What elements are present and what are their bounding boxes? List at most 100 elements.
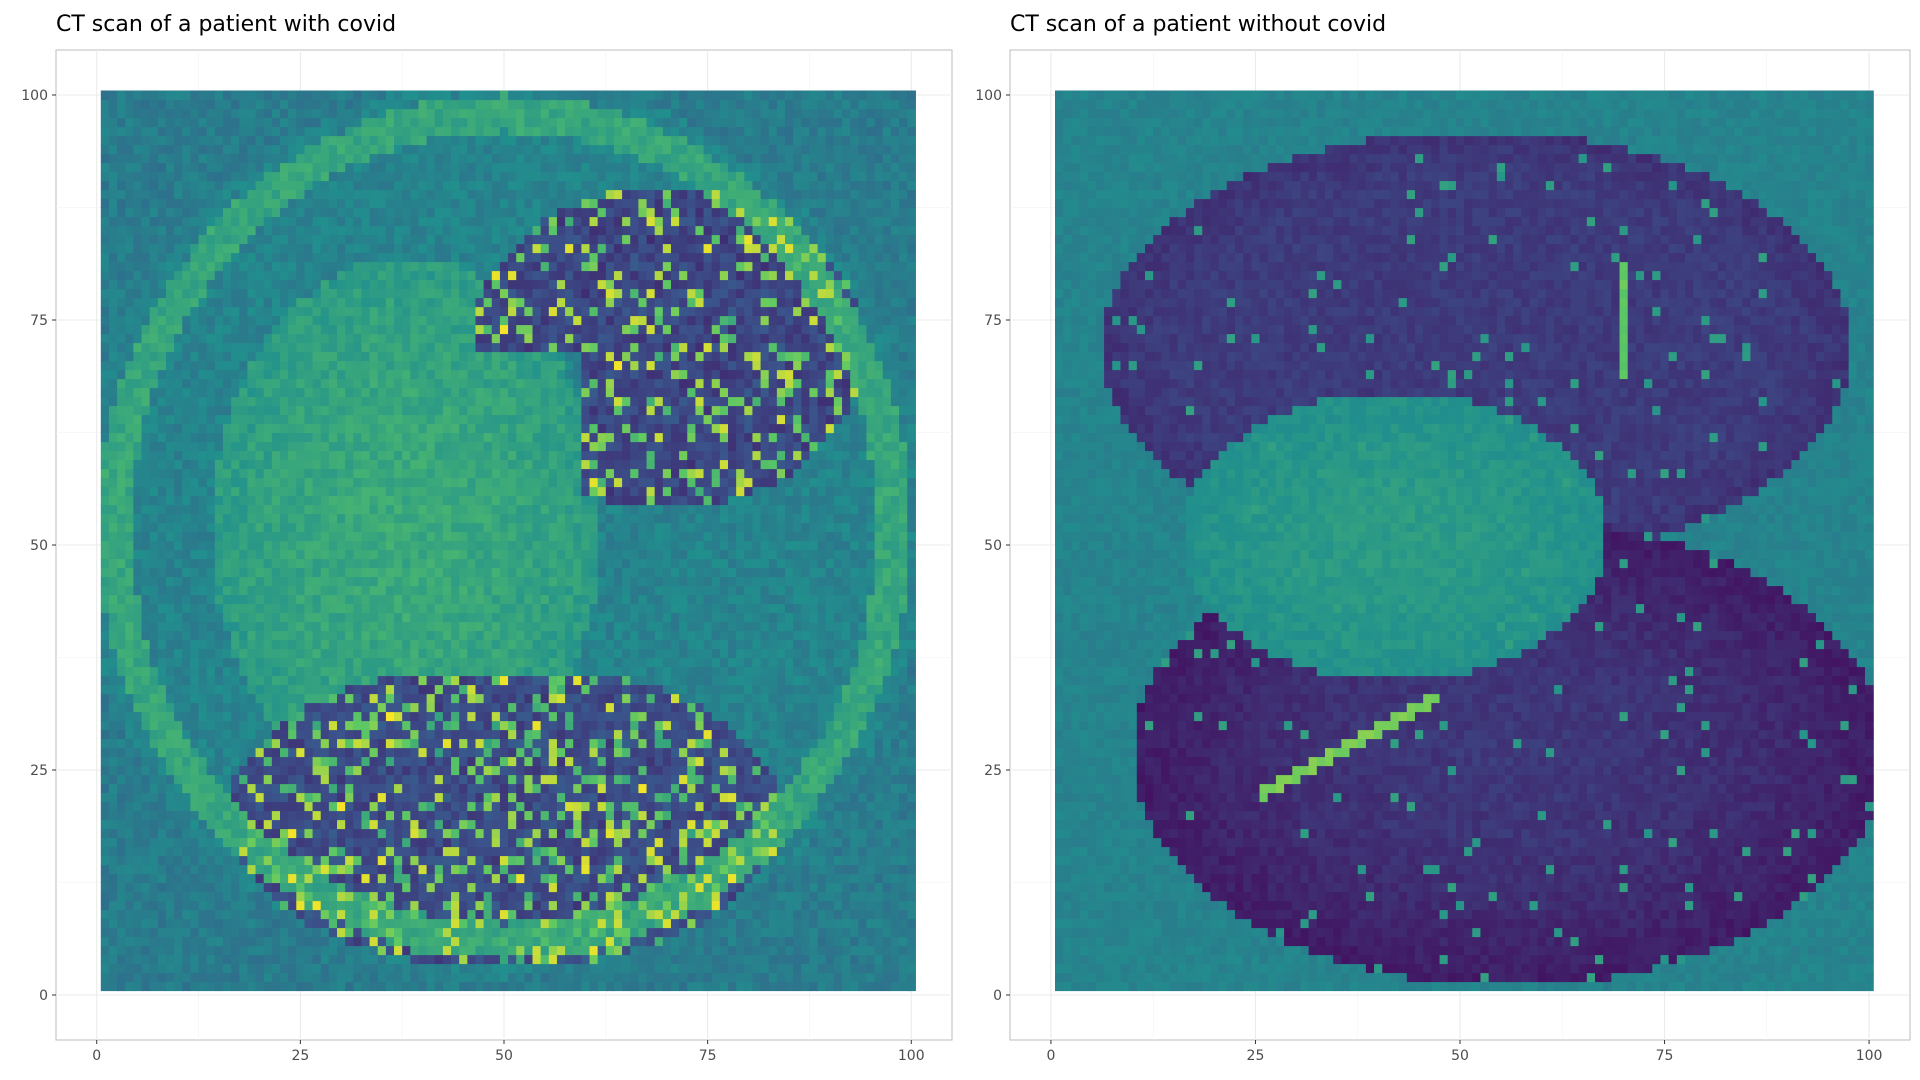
- heatmap-cell: [108, 396, 118, 407]
- heatmap-cell: [125, 153, 134, 164]
- heatmap-cell: [475, 198, 485, 209]
- heatmap-cell: [377, 873, 387, 884]
- heatmap-cell: [190, 630, 200, 641]
- heatmap-cell: [157, 513, 167, 524]
- heatmap-cell: [402, 207, 411, 218]
- heatmap-cell: [483, 882, 493, 893]
- heatmap-cell: [345, 855, 354, 866]
- heatmap-cell: [353, 909, 363, 920]
- heatmap-cell: [157, 126, 167, 137]
- heatmap-cell: [353, 513, 363, 524]
- heatmap-cell: [141, 765, 151, 776]
- heatmap-cell: [288, 810, 297, 821]
- heatmap-cell: [402, 450, 411, 461]
- heatmap-cell: [117, 180, 126, 191]
- heatmap-cell: [222, 909, 232, 920]
- heatmap-cell: [165, 324, 175, 335]
- heatmap-cell: [418, 927, 428, 938]
- heatmap-cell: [108, 459, 118, 470]
- heatmap-cell: [206, 675, 216, 686]
- heatmap-cell: [263, 855, 273, 866]
- heatmap-cell: [491, 189, 501, 200]
- heatmap-cell: [117, 900, 126, 911]
- heatmap-cell: [328, 522, 338, 533]
- heatmap-cell: [491, 747, 501, 758]
- heatmap-cell: [149, 90, 159, 101]
- heatmap-cell: [442, 801, 452, 812]
- heatmap-cell: [442, 846, 452, 857]
- heatmap-cell: [206, 927, 216, 938]
- heatmap-cell: [337, 711, 346, 722]
- heatmap-cell: [263, 666, 273, 677]
- heatmap-cell: [483, 846, 493, 857]
- heatmap-cell: [418, 288, 428, 299]
- heatmap-cell: [451, 180, 460, 191]
- heatmap-cell: [206, 117, 216, 128]
- heatmap-cell: [467, 639, 477, 650]
- heatmap-cell: [247, 441, 257, 452]
- heatmap-cell: [345, 927, 354, 938]
- heatmap-cell: [394, 765, 403, 776]
- heatmap-cell: [467, 126, 477, 137]
- heatmap-cell: [475, 180, 485, 191]
- heatmap-cell: [304, 666, 314, 677]
- heatmap-cell: [198, 702, 208, 713]
- heatmap-cell: [157, 720, 167, 731]
- heatmap-cell: [467, 144, 477, 155]
- heatmap-cell: [271, 171, 281, 182]
- heatmap-cell: [263, 252, 273, 263]
- heatmap-cell: [312, 936, 322, 947]
- heatmap-cell: [377, 927, 387, 938]
- heatmap-cell: [394, 891, 403, 902]
- heatmap-cell: [345, 549, 354, 560]
- heatmap-cell: [337, 792, 346, 803]
- heatmap-cell: [418, 315, 428, 326]
- heatmap-cell: [296, 657, 306, 668]
- heatmap-cell: [117, 657, 126, 668]
- heatmap-cell: [304, 468, 314, 479]
- heatmap-cell: [190, 567, 200, 578]
- heatmap-cell: [475, 657, 485, 668]
- heatmap-cell: [304, 891, 314, 902]
- heatmap-cell: [410, 648, 420, 659]
- heatmap-cell: [165, 891, 175, 902]
- heatmap-cell: [182, 126, 191, 137]
- heatmap-cell: [434, 441, 444, 452]
- heatmap-cell: [304, 765, 314, 776]
- heatmap-cell: [394, 441, 403, 452]
- heatmap-cell: [394, 306, 403, 317]
- heatmap-cell: [353, 981, 363, 992]
- heatmap-cell: [320, 549, 330, 560]
- heatmap-cell: [263, 765, 273, 776]
- heatmap-cell: [214, 675, 224, 686]
- heatmap-cell: [255, 945, 265, 956]
- heatmap-cell: [475, 153, 485, 164]
- heatmap-cell: [434, 135, 444, 146]
- heatmap-cell: [483, 828, 493, 839]
- heatmap-cell: [337, 378, 346, 389]
- heatmap-cell: [312, 342, 322, 353]
- heatmap-cell: [483, 477, 493, 488]
- heatmap-cell: [117, 891, 126, 902]
- heatmap-cell: [206, 792, 216, 803]
- heatmap-cell: [499, 837, 509, 848]
- heatmap-cell: [418, 144, 428, 155]
- heatmap-cell: [280, 171, 289, 182]
- heatmap-cell: [125, 819, 134, 830]
- heatmap-cell: [337, 333, 346, 344]
- heatmap-cell: [100, 441, 110, 452]
- heatmap-cell: [442, 792, 452, 803]
- heatmap-cell: [157, 369, 167, 380]
- heatmap-cell: [165, 351, 175, 362]
- heatmap-cell: [157, 747, 167, 758]
- heatmap-cell: [255, 909, 265, 920]
- heatmap-cell: [410, 675, 420, 686]
- heatmap-cell: [190, 441, 200, 452]
- heatmap-cell: [459, 594, 468, 605]
- heatmap-cell: [442, 783, 452, 794]
- heatmap-cell: [108, 126, 118, 137]
- heatmap-cell: [100, 810, 110, 821]
- heatmap-cell: [280, 666, 289, 677]
- heatmap-cell: [182, 135, 191, 146]
- heatmap-cell: [426, 693, 436, 704]
